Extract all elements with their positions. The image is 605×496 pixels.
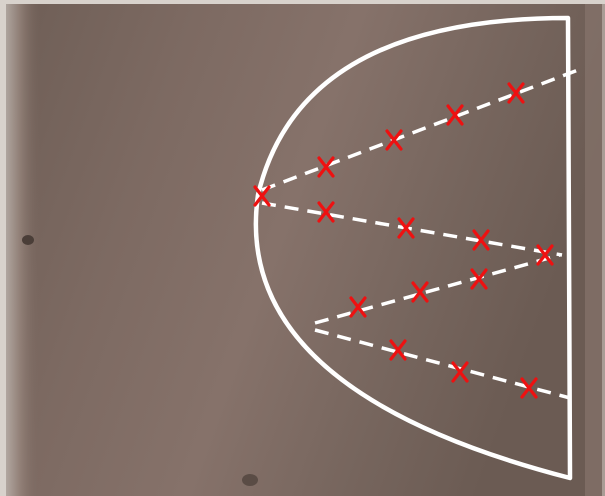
board-edge-right (585, 4, 605, 496)
board-edge-left (6, 4, 40, 496)
wood-knot (22, 235, 34, 245)
wood-knot (242, 474, 258, 486)
dashed-line (261, 201, 563, 257)
wood-board (6, 4, 602, 496)
dashed-line (314, 253, 561, 325)
dashed-line (261, 68, 579, 192)
